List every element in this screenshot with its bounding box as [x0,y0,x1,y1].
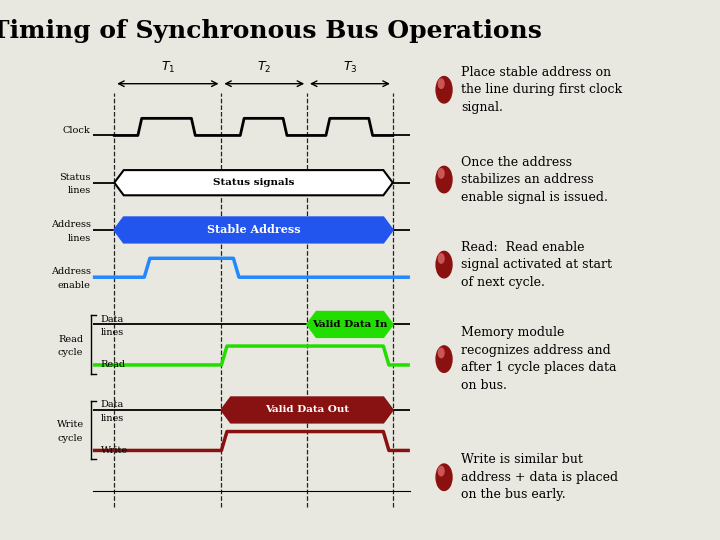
Circle shape [438,254,444,263]
Text: cycle: cycle [58,434,84,443]
Text: Stable Address: Stable Address [207,225,300,235]
Circle shape [438,79,444,89]
Polygon shape [307,312,393,337]
Text: lines: lines [68,186,91,195]
Circle shape [436,77,452,103]
Text: $T_1$: $T_1$ [161,59,175,75]
Text: $T_3$: $T_3$ [343,59,357,75]
Text: Once the address
stabilizes an address
enable signal is issued.: Once the address stabilizes an address e… [461,156,608,204]
Text: Write: Write [101,446,127,455]
Text: Address: Address [50,220,91,229]
Circle shape [436,346,452,373]
Text: Memory module
recognizes address and
after 1 cycle places data
on bus.: Memory module recognizes address and aft… [461,326,616,392]
Text: Timing of Synchronous Bus Operations: Timing of Synchronous Bus Operations [0,19,542,43]
Text: cycle: cycle [58,348,84,357]
Text: Data: Data [101,314,124,323]
Text: Read: Read [58,335,84,344]
Text: Valid Data Out: Valid Data Out [265,406,349,415]
Circle shape [438,348,444,357]
Text: Data: Data [101,400,124,409]
Text: lines: lines [101,414,124,422]
Polygon shape [114,217,393,242]
Text: $T_2$: $T_2$ [257,59,271,75]
Text: Write: Write [57,420,84,429]
Circle shape [436,464,452,490]
Text: enable: enable [58,281,91,290]
Circle shape [438,168,444,178]
Text: Write is similar but
address + data is placed
on the bus early.: Write is similar but address + data is p… [461,453,618,501]
Text: lines: lines [68,233,91,242]
Circle shape [436,166,452,193]
Circle shape [436,251,452,278]
Polygon shape [114,170,393,195]
Text: Read:  Read enable
signal activated at start
of next cycle.: Read: Read enable signal activated at st… [461,241,612,288]
Text: Address: Address [50,267,91,276]
Text: Clock: Clock [63,126,91,134]
Polygon shape [222,397,393,422]
Text: lines: lines [101,328,124,337]
Circle shape [438,467,444,476]
Text: Status signals: Status signals [213,178,294,187]
Text: Read: Read [101,361,126,369]
Text: Place stable address on
the line during first clock
signal.: Place stable address on the line during … [461,66,622,114]
Text: Valid Data In: Valid Data In [312,320,387,329]
Text: Status: Status [59,173,91,182]
